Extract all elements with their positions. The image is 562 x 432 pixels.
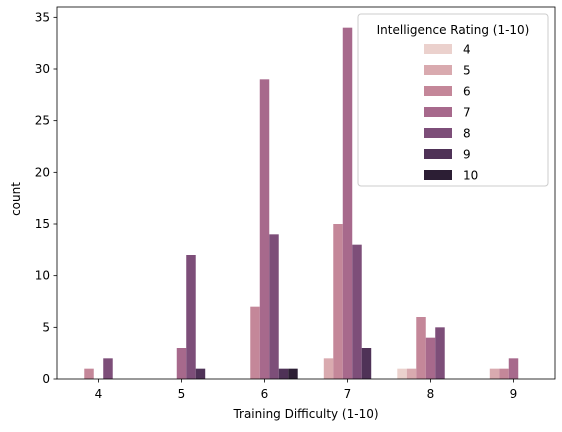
bar-6-rating-7 xyxy=(259,79,270,379)
legend-title: Intelligence Rating (1-10) xyxy=(377,23,530,37)
bar-4-rating-6 xyxy=(84,368,94,379)
bar-5-rating-7 xyxy=(176,348,187,379)
x-tick-label: 4 xyxy=(95,387,103,401)
legend-label-8: 8 xyxy=(463,127,471,141)
bar-6-rating-9 xyxy=(278,368,289,379)
y-tick-label: 35 xyxy=(35,10,50,24)
y-tick-label: 30 xyxy=(35,62,50,76)
x-tick-label: 7 xyxy=(344,387,352,401)
bar-5-rating-9 xyxy=(195,368,206,379)
y-tick-label: 25 xyxy=(35,114,50,128)
legend-swatch-5 xyxy=(424,65,452,75)
bar-7-rating-7 xyxy=(342,27,353,379)
legend-label-10: 10 xyxy=(463,169,478,183)
legend-swatch-6 xyxy=(424,86,452,96)
bar-5-rating-8 xyxy=(186,255,196,379)
y-tick-label: 10 xyxy=(35,269,50,283)
x-axis-label: Training Difficulty (1-10) xyxy=(232,407,378,421)
legend-swatch-8 xyxy=(424,128,452,138)
legend-swatch-9 xyxy=(424,149,452,159)
bar-8-rating-6 xyxy=(416,317,426,379)
legend-swatch-7 xyxy=(424,107,452,117)
x-tick-label: 5 xyxy=(178,387,186,401)
bar-7-rating-6 xyxy=(333,224,343,379)
legend-label-6: 6 xyxy=(463,85,471,99)
legend-label-5: 5 xyxy=(463,64,471,78)
bar-6-rating-6 xyxy=(250,306,260,379)
bar-7-rating-8 xyxy=(352,244,362,379)
legend-swatch-4 xyxy=(424,44,452,54)
bar-8-rating-5 xyxy=(406,368,417,379)
bar-9-rating-6 xyxy=(499,368,509,379)
x-tick-label: 6 xyxy=(261,387,269,401)
legend-swatch-10 xyxy=(424,170,452,180)
legend-label-9: 9 xyxy=(463,148,471,162)
bar-7-rating-9 xyxy=(361,348,372,379)
x-tick-label: 8 xyxy=(427,387,435,401)
bar-8-rating-8 xyxy=(435,327,445,379)
axes-group: 4 5 6 7 8 9 0 5 10 15 20 25 30 35 xyxy=(35,6,556,401)
bar-9-rating-7 xyxy=(508,358,519,379)
y-tick-label: 5 xyxy=(42,320,50,334)
legend-label-7: 7 xyxy=(463,106,471,120)
y-tick-label: 20 xyxy=(35,165,50,179)
bar-8-rating-7 xyxy=(425,337,436,379)
bars-group xyxy=(84,27,519,379)
bar-4-rating-8 xyxy=(103,358,113,379)
y-axis-label: count xyxy=(9,182,23,216)
legend: Intelligence Rating (1-10) 4 5 6 7 8 9 10 xyxy=(357,13,549,187)
plot-frame xyxy=(56,6,556,380)
bar-8-rating-4 xyxy=(397,368,407,379)
legend-box xyxy=(357,13,549,187)
bar-7-rating-5 xyxy=(323,358,334,379)
legend-label-4: 4 xyxy=(463,43,471,57)
bar-6-rating-8 xyxy=(269,234,279,379)
x-tick-label: 9 xyxy=(510,387,518,401)
bar-6-rating-10 xyxy=(288,368,298,379)
y-tick-label: 15 xyxy=(35,217,50,231)
bar-9-rating-5 xyxy=(489,368,500,379)
y-tick-label: 0 xyxy=(42,372,50,386)
